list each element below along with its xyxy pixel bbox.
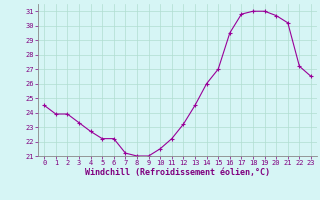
X-axis label: Windchill (Refroidissement éolien,°C): Windchill (Refroidissement éolien,°C) xyxy=(85,168,270,177)
